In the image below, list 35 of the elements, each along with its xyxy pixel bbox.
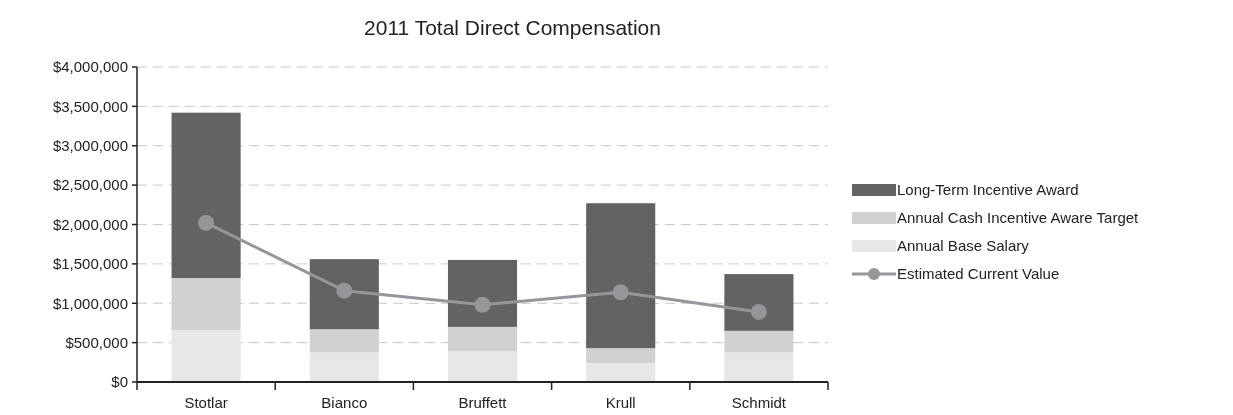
y-tick-label: $0: [111, 373, 128, 391]
x-tick-label: Krull: [605, 394, 636, 411]
legend-label: Estimated Current Value: [897, 265, 1060, 283]
bar: [447, 259, 518, 327]
x-tick-label: Schmidt: [731, 394, 787, 411]
point: [198, 214, 215, 231]
bar: [447, 351, 518, 382]
y-tick-label: $3,000,000: [52, 137, 128, 154]
point: [750, 303, 767, 320]
x-tick-label: Bianco: [321, 394, 368, 411]
bar: [586, 203, 656, 349]
y-tick-label: $1,500,000: [52, 255, 128, 273]
y-tick-label: $2,500,000: [52, 176, 128, 194]
bar: [309, 259, 379, 330]
y-tick-label: $500,000: [65, 333, 128, 351]
bar: [724, 274, 794, 331]
legend-label: Long-Term Incentive Award: [897, 181, 1079, 199]
legend-label: Annual Base Salary: [897, 237, 1030, 255]
y-tick-label: $2,000,000: [52, 215, 128, 233]
point: [474, 296, 491, 313]
y-tick-label: $4,000,000: [52, 58, 128, 76]
bar: [586, 363, 656, 382]
point: [612, 284, 629, 301]
bar: [171, 112, 241, 279]
legend-label: Annual Cash Incentive Aware Target: [897, 209, 1140, 227]
bar: [724, 352, 794, 382]
x-tick-label: Stotlar: [184, 394, 228, 411]
x-tick-label: Bruffett: [458, 394, 508, 411]
bar: [171, 330, 241, 382]
y-tick-label: $1,000,000: [52, 294, 128, 312]
y-tick-label: $3,500,000: [52, 97, 128, 115]
bar: [309, 352, 379, 382]
point: [336, 282, 353, 299]
bar: [586, 348, 656, 364]
chart-title: 2011 Total Direct Compensation: [364, 16, 661, 39]
